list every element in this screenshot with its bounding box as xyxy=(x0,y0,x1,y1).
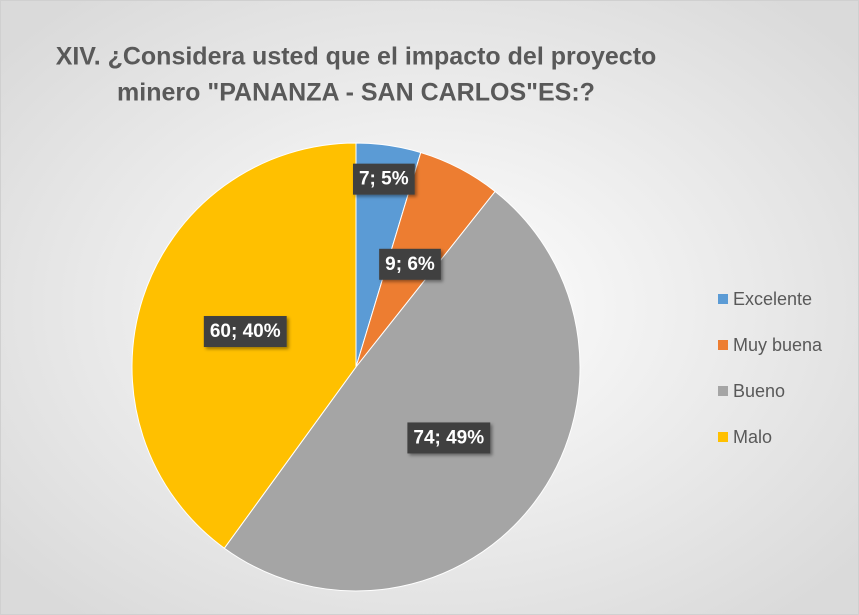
data-label-text: 7; 5% xyxy=(359,169,409,190)
chart-title: minero "PANANZA - SAN CARLOS"ES:? xyxy=(117,79,595,107)
legend-swatch xyxy=(718,294,728,304)
data-label-box xyxy=(203,316,287,348)
data-label-box xyxy=(407,422,491,454)
data-label: 74; 49% xyxy=(407,422,491,454)
data-label-text: 60; 40% xyxy=(210,321,281,342)
data-label-box xyxy=(379,248,441,280)
legend-label: Excelente xyxy=(733,289,812,309)
data-label: 60; 40% xyxy=(203,316,287,348)
legend-swatch xyxy=(718,432,728,442)
data-label-text: 74; 49% xyxy=(413,427,484,448)
legend-swatch xyxy=(718,386,728,396)
data-label-text: 9; 6% xyxy=(385,254,435,275)
chart-title: XIV. ¿Considera usted que el impacto del… xyxy=(56,43,657,71)
legend-label: Bueno xyxy=(733,381,785,401)
data-label: 7; 5% xyxy=(352,163,415,195)
legend-label: Muy buena xyxy=(733,335,823,355)
data-label-box xyxy=(352,163,415,195)
legend-label: Malo xyxy=(733,427,772,447)
legend-swatch xyxy=(718,340,728,350)
data-label: 9; 6% xyxy=(379,248,441,280)
pie-slice xyxy=(223,190,581,592)
